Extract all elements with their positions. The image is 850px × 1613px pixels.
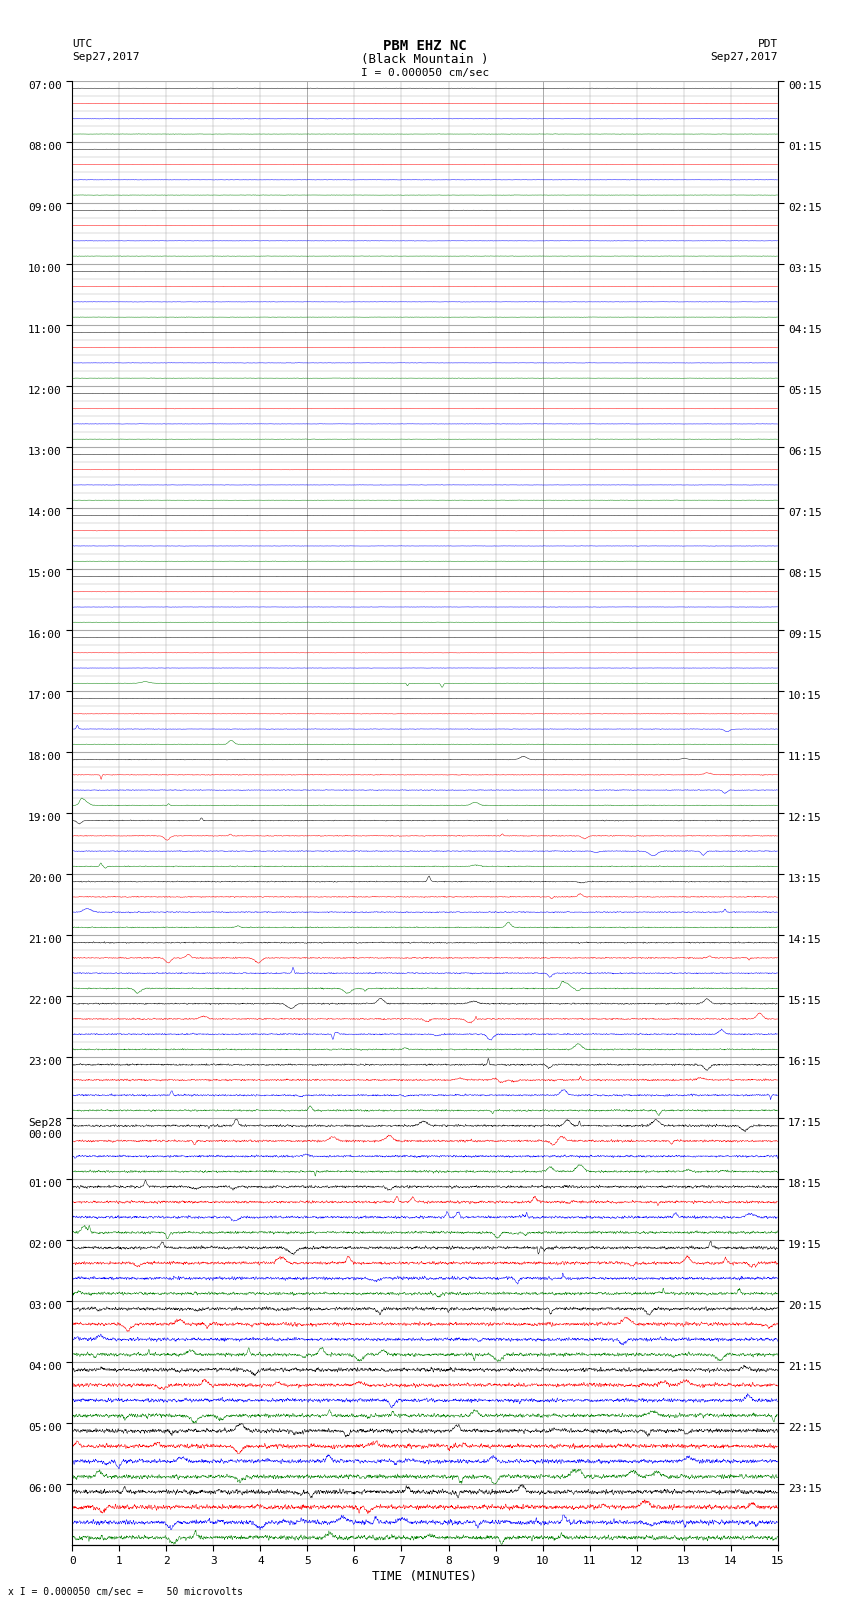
Text: I = 0.000050 cm/sec: I = 0.000050 cm/sec	[361, 68, 489, 77]
Text: Sep27,2017: Sep27,2017	[711, 52, 778, 61]
Text: x I = 0.000050 cm/sec =    50 microvolts: x I = 0.000050 cm/sec = 50 microvolts	[8, 1587, 243, 1597]
Text: Sep27,2017: Sep27,2017	[72, 52, 139, 61]
Text: PBM EHZ NC: PBM EHZ NC	[383, 39, 467, 53]
Text: PDT: PDT	[757, 39, 778, 48]
X-axis label: TIME (MINUTES): TIME (MINUTES)	[372, 1569, 478, 1582]
Text: UTC: UTC	[72, 39, 93, 48]
Text: (Black Mountain ): (Black Mountain )	[361, 53, 489, 66]
